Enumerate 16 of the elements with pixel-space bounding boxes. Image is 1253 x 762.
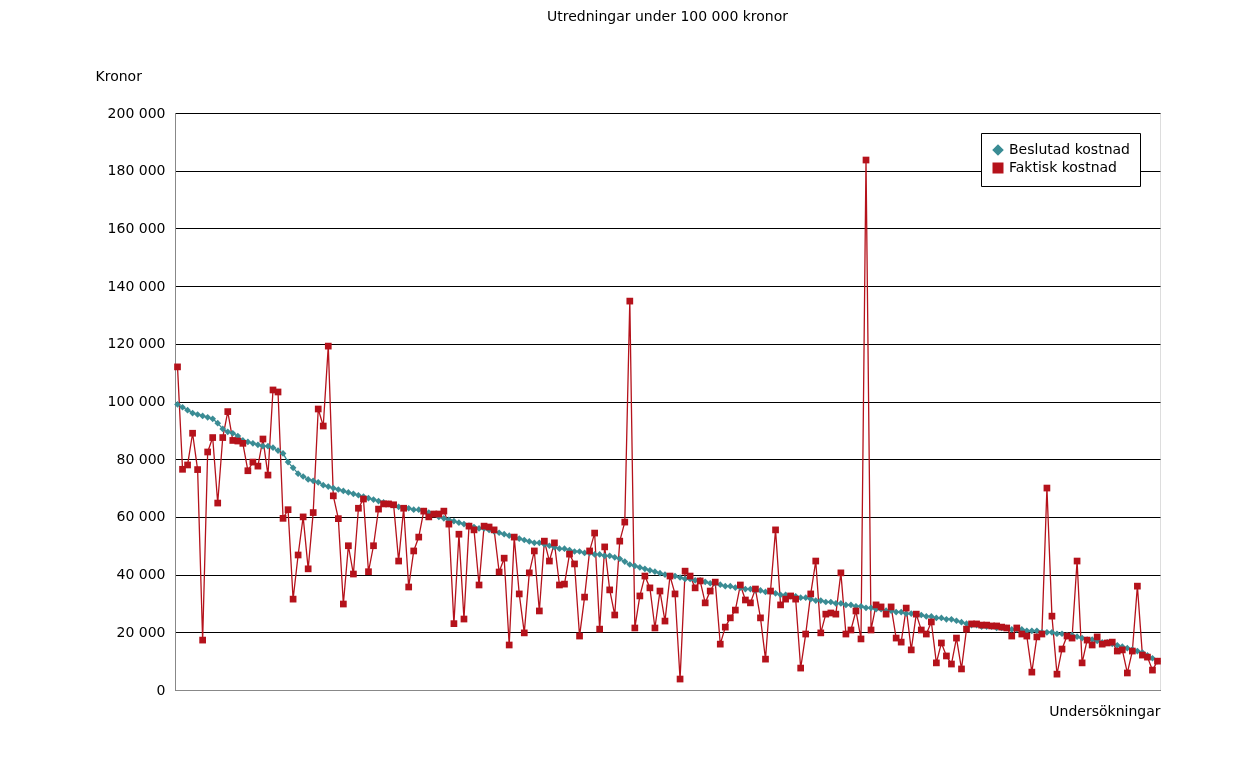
y-tick-label: 180 000: [107, 162, 166, 179]
x-axis-title: Undersökningar: [1049, 702, 1161, 719]
legend-label: Faktisk kostnad: [1009, 159, 1117, 175]
y-axis-title: Kronor: [95, 67, 143, 84]
y-tick-label: 120 000: [107, 335, 166, 352]
y-tick-label: 60 000: [116, 508, 166, 525]
y-tick-label: 80 000: [116, 450, 166, 467]
legend-label: Beslutad kostnad: [1009, 141, 1130, 157]
y-tick-label: 160 000: [107, 219, 166, 236]
y-tick-label: 200 000: [107, 104, 166, 121]
chart-title: Utredningar under 100 000 kronor: [546, 8, 789, 24]
y-tick-label: 100 000: [107, 393, 166, 409]
y-tick-label: 140 000: [107, 277, 166, 294]
y-tick-label: 40 000: [116, 566, 166, 583]
y-tick-label: 20 000: [116, 623, 166, 640]
y-tick-label: 0: [156, 681, 166, 698]
